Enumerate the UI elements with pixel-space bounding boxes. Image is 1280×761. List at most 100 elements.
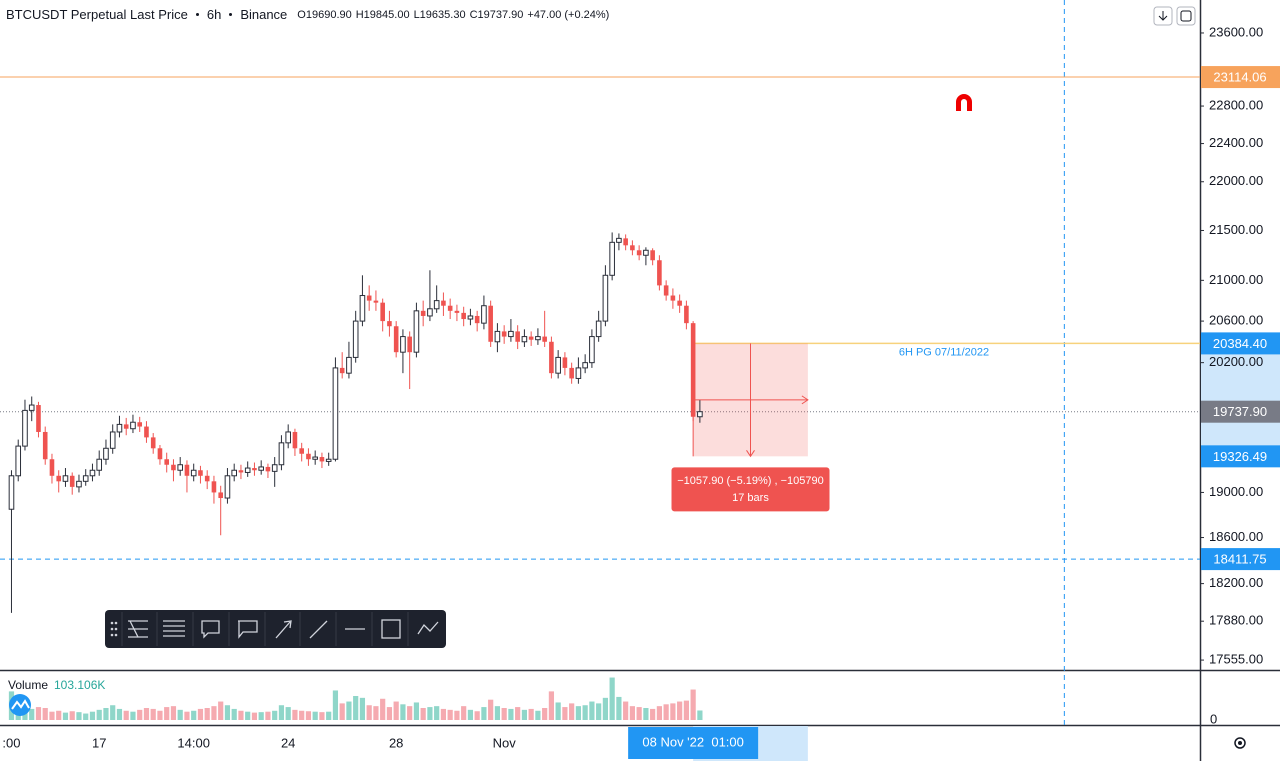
candle-body [535,336,541,341]
volume-bar [515,707,521,720]
volume-bar [62,712,69,720]
candle-body [231,469,237,477]
candle-body [271,464,278,472]
candle-body [306,453,311,460]
candle-body [474,315,480,324]
candle-body [103,447,109,460]
price-line-label-box [1201,548,1280,571]
candle-body [299,448,304,454]
candle-body [420,310,426,316]
volume-bar [251,712,258,720]
volume-bar [89,711,96,720]
measure-price-box [1201,332,1280,355]
volume-bar [366,705,372,720]
volume-bar [663,704,669,720]
candle-body [49,459,55,476]
volume-bar [22,703,28,720]
volume-bar [143,708,150,720]
volume-bar [481,707,487,720]
volume-bar [697,710,703,720]
candle-body [501,331,507,337]
volume-bar [488,699,494,720]
volume-bar [373,706,379,720]
volume-bar [386,707,393,720]
candle-body [595,320,602,338]
measure-label: −1057.90 (−5.19%) , −105790 [677,475,823,487]
volume-bar [211,706,217,720]
candle-body [697,411,703,418]
y-tick-label: 22000.00 [1209,173,1263,188]
candle-body [380,302,385,322]
volume-bar [346,701,352,720]
candle-body [224,475,231,499]
candle-body [89,469,96,477]
candle-body [211,481,217,493]
candle-body [332,367,339,460]
candle-body [494,330,501,343]
volume-bar [157,710,163,720]
measure-price-label: 20384.40 [1213,336,1267,351]
candle-body [325,458,332,462]
volume-bar [393,701,399,720]
candle-body [542,336,547,342]
candle-body [650,250,655,261]
candle-body [69,475,75,487]
volume-bar [116,708,123,720]
candle-body [413,310,420,353]
price-line-label: 18411.75 [1213,552,1266,567]
candle-body [190,469,197,477]
candle-body [265,466,271,472]
candle-body [258,466,264,471]
candle-body [198,470,203,476]
volume-bar [380,698,386,720]
volume-bar [629,706,635,720]
measure-bars: 17 bars [732,492,769,504]
candle-body [670,295,676,301]
low-value: L19635.30 [413,8,466,21]
volume-bar [319,712,325,720]
volume-bar [103,708,109,720]
interval[interactable]: 6h [206,7,222,22]
candle-body [575,367,582,379]
volume-bar [636,707,642,720]
y-tick-label: 23600.00 [1209,24,1263,39]
candle-body [609,241,615,276]
candle-body [157,448,163,460]
x-tick-label: 17 [92,735,106,750]
volume-bar [467,709,474,720]
volume-bar [272,710,278,720]
volume-bar [76,712,82,720]
symbol: BTCUSDT Perpetual Last Price [6,7,188,22]
pg-line-text: 6H PG 07/11/2022 [899,346,989,358]
volume-legend-value: 103.106K [54,678,105,692]
candle-body [244,467,251,473]
candle-body [150,437,156,449]
candle-body [393,326,399,353]
candle-body [427,308,433,317]
candle-body [144,426,149,438]
candle-body [252,468,257,471]
candle-body [204,475,210,482]
candle-body [137,422,143,427]
candle-body [278,442,285,466]
candle-body [562,357,568,368]
candle-body [461,312,466,320]
candle-body [589,336,595,364]
volume-bar [589,701,595,720]
volume-bar [35,707,42,720]
candle-body [76,480,82,488]
candle-body [130,421,136,430]
candle-body [28,404,35,411]
x-tick-label: 14:00 [177,735,210,750]
volume-bar [204,708,210,720]
candle-body [285,431,291,444]
volume-bar [683,700,689,720]
candle-body [690,323,696,417]
volume-bar [123,710,129,720]
y-tick-label: 22400.00 [1209,135,1263,150]
x-tick-label: 28 [389,735,403,750]
volume-bar [299,710,305,720]
volume-bar [292,709,298,720]
